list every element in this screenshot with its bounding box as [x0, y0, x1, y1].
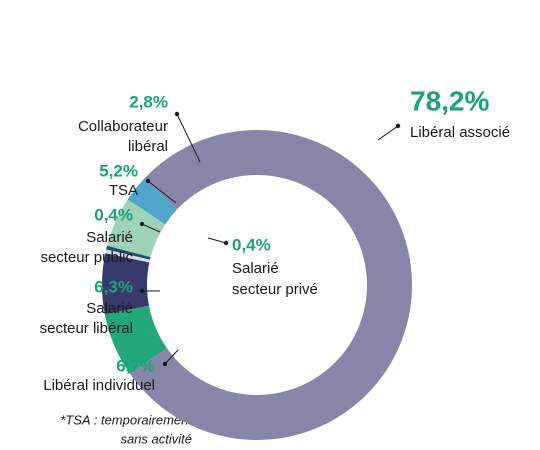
category-label: Libéral associé	[410, 124, 510, 141]
leader-line	[164, 349, 179, 365]
donut-slice	[105, 249, 150, 263]
leader-dot	[145, 178, 151, 184]
category-label: Collaborateur	[78, 118, 168, 135]
leader-dot	[174, 111, 180, 117]
category-label: secteur privé	[232, 281, 318, 298]
category-label: Salarié	[232, 260, 279, 277]
value-label: 6,3%	[94, 277, 133, 296]
leader-dot	[395, 123, 401, 129]
value-label: 6,7%	[116, 356, 155, 375]
leader-line	[147, 180, 177, 204]
category-label: libéral	[128, 138, 168, 155]
leader-dot	[223, 240, 229, 246]
value-label: 5,2%	[99, 161, 138, 180]
donut-slice	[107, 199, 166, 258]
footnote: sans activité	[120, 431, 192, 446]
value-label: 2,8%	[129, 92, 168, 111]
donut-slice	[106, 245, 151, 260]
donut-slice	[104, 305, 167, 374]
category-label: Salarié	[86, 300, 133, 317]
leader-line	[176, 113, 201, 163]
donut-slice	[130, 129, 412, 440]
leader-line	[207, 237, 227, 244]
leader-line	[141, 223, 161, 233]
value-label: 0,4%	[94, 205, 133, 224]
category-label: secteur libéral	[40, 320, 133, 337]
category-label: TSA	[109, 182, 138, 199]
leader-dot	[139, 288, 145, 294]
leader-dot	[162, 361, 168, 367]
value-label: 78,2%	[410, 85, 489, 116]
category-label: secteur public	[40, 249, 133, 266]
footnote: *TSA : temporairement	[60, 412, 193, 427]
leader-dot	[139, 221, 145, 227]
value-label: 0,4%	[232, 235, 271, 254]
donut-slice	[127, 178, 178, 225]
donut-slice	[102, 253, 150, 315]
category-label: Libéral individuel	[43, 377, 155, 394]
leader-line	[377, 125, 399, 141]
category-label: Salarié	[86, 229, 133, 246]
